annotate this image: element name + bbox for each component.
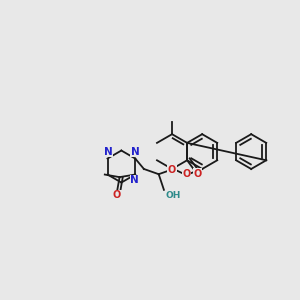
Text: N: N [104, 147, 112, 157]
Text: OH: OH [166, 191, 181, 200]
Text: N: N [131, 147, 140, 157]
Text: O: O [168, 165, 176, 175]
Text: O: O [113, 190, 121, 200]
Text: O: O [194, 169, 202, 179]
Text: N: N [130, 175, 139, 185]
Text: O: O [182, 169, 190, 179]
